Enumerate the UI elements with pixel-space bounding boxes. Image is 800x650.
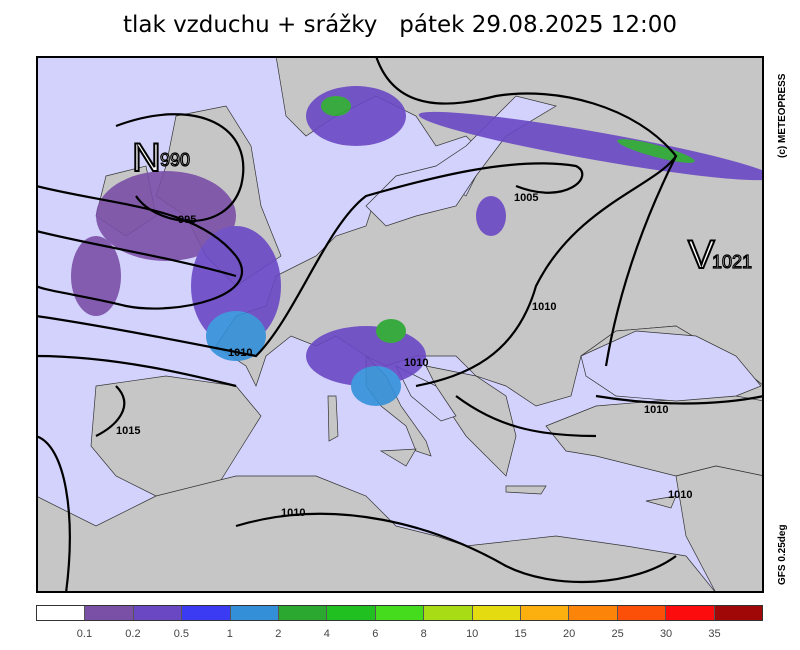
map-title: tlak vzduchu + srážky pátek 29.08.2025 1… [122,12,678,38]
colorbar-swatch [85,606,134,620]
colorbar-tick-label: 0.2 [125,628,141,640]
isobar-label: 1010 [228,347,252,359]
land-africa [36,475,717,593]
low-letter: N [132,136,161,180]
isobar-label: 1005 [514,192,538,204]
colorbar-tick-label: 8 [420,628,427,640]
isobar-label: 1010 [281,507,305,519]
precip-area [476,196,506,236]
isobar [36,162,584,358]
colorbar-tick-label: 2 [275,628,282,640]
weather-map: 995 1005 1010 1010 1010 1010 1010 1010 1… [36,56,764,593]
copyright-label: (c) METEOPRESS [777,73,788,158]
high-value: 1021 [712,252,752,272]
precip-area [321,96,351,116]
colorbar-swatch [375,606,425,620]
isobar-label: 1015 [116,425,140,437]
land-sardinia-corsica [327,395,339,442]
high-letter: V [688,233,715,277]
colorbar-swatch [327,606,376,620]
isobar-label: 1010 [644,404,668,416]
colorbar-tick-label: 25 [611,628,624,640]
colorbar-swatch [666,606,715,620]
precip-area [376,319,406,343]
colorbar-tick-label: 35 [708,628,721,640]
colorbar-tick-label: 10 [466,628,479,640]
land-iberia [90,375,262,497]
colorbar-swatch [521,606,570,620]
isobar-label: 995 [178,214,196,226]
colorbar-swatch [617,606,667,620]
colorbar-tick-label: 4 [323,628,330,640]
isobar-label: 1010 [404,357,428,369]
colorbar-swatch [37,606,86,620]
colorbar-swatch [230,606,280,620]
colorbar-swatch [714,606,763,620]
colorbar-tick-label: 20 [563,628,576,640]
black-sea [580,330,762,402]
isobar [604,155,677,367]
colorbar-swatch [182,606,231,620]
colorbar-tick-label: 0.5 [173,628,190,640]
colorbar-tick-label: 0.1 [76,628,93,640]
land-middle-east [675,465,764,593]
isobar [95,385,126,437]
precip-area [418,111,764,181]
colorbar-swatch [133,606,183,620]
colorbar-tick-label: 15 [514,628,527,640]
low-pressure-center: N 990 [131,135,191,181]
precipitation-colorbar [36,605,763,621]
isobars [36,56,764,593]
land-sicily [379,448,417,467]
isobar [455,395,597,438]
isobar [235,512,677,584]
colorbar-swatch [472,606,522,620]
isobar [36,229,237,278]
colorbar-swatch [424,606,473,620]
precip-area [351,366,401,406]
model-label: GFS 0.25deg [777,524,788,585]
isobar [115,113,245,222]
low-value: 990 [160,150,190,170]
high-pressure-center: V 1021 [687,232,753,278]
isobar [595,394,764,405]
isobar-label: 1010 [532,301,556,313]
colorbar-swatch [569,606,618,620]
isobar-label: 1010 [668,489,692,501]
isobar [36,184,244,310]
colorbar-tick-label: 1 [226,628,233,640]
colorbar-tick-label: 30 [659,628,673,640]
colorbar-tick-label: 6 [372,628,379,640]
isobar-labels: 995 1005 1010 1010 1010 1010 1010 1010 1… [116,192,692,519]
precip-area [306,86,406,146]
isobar [36,354,237,388]
land-cyprus [645,495,677,509]
land-crete [505,485,547,495]
colorbar-swatch [279,606,328,620]
isobar [36,434,71,593]
map-frame [36,56,764,593]
